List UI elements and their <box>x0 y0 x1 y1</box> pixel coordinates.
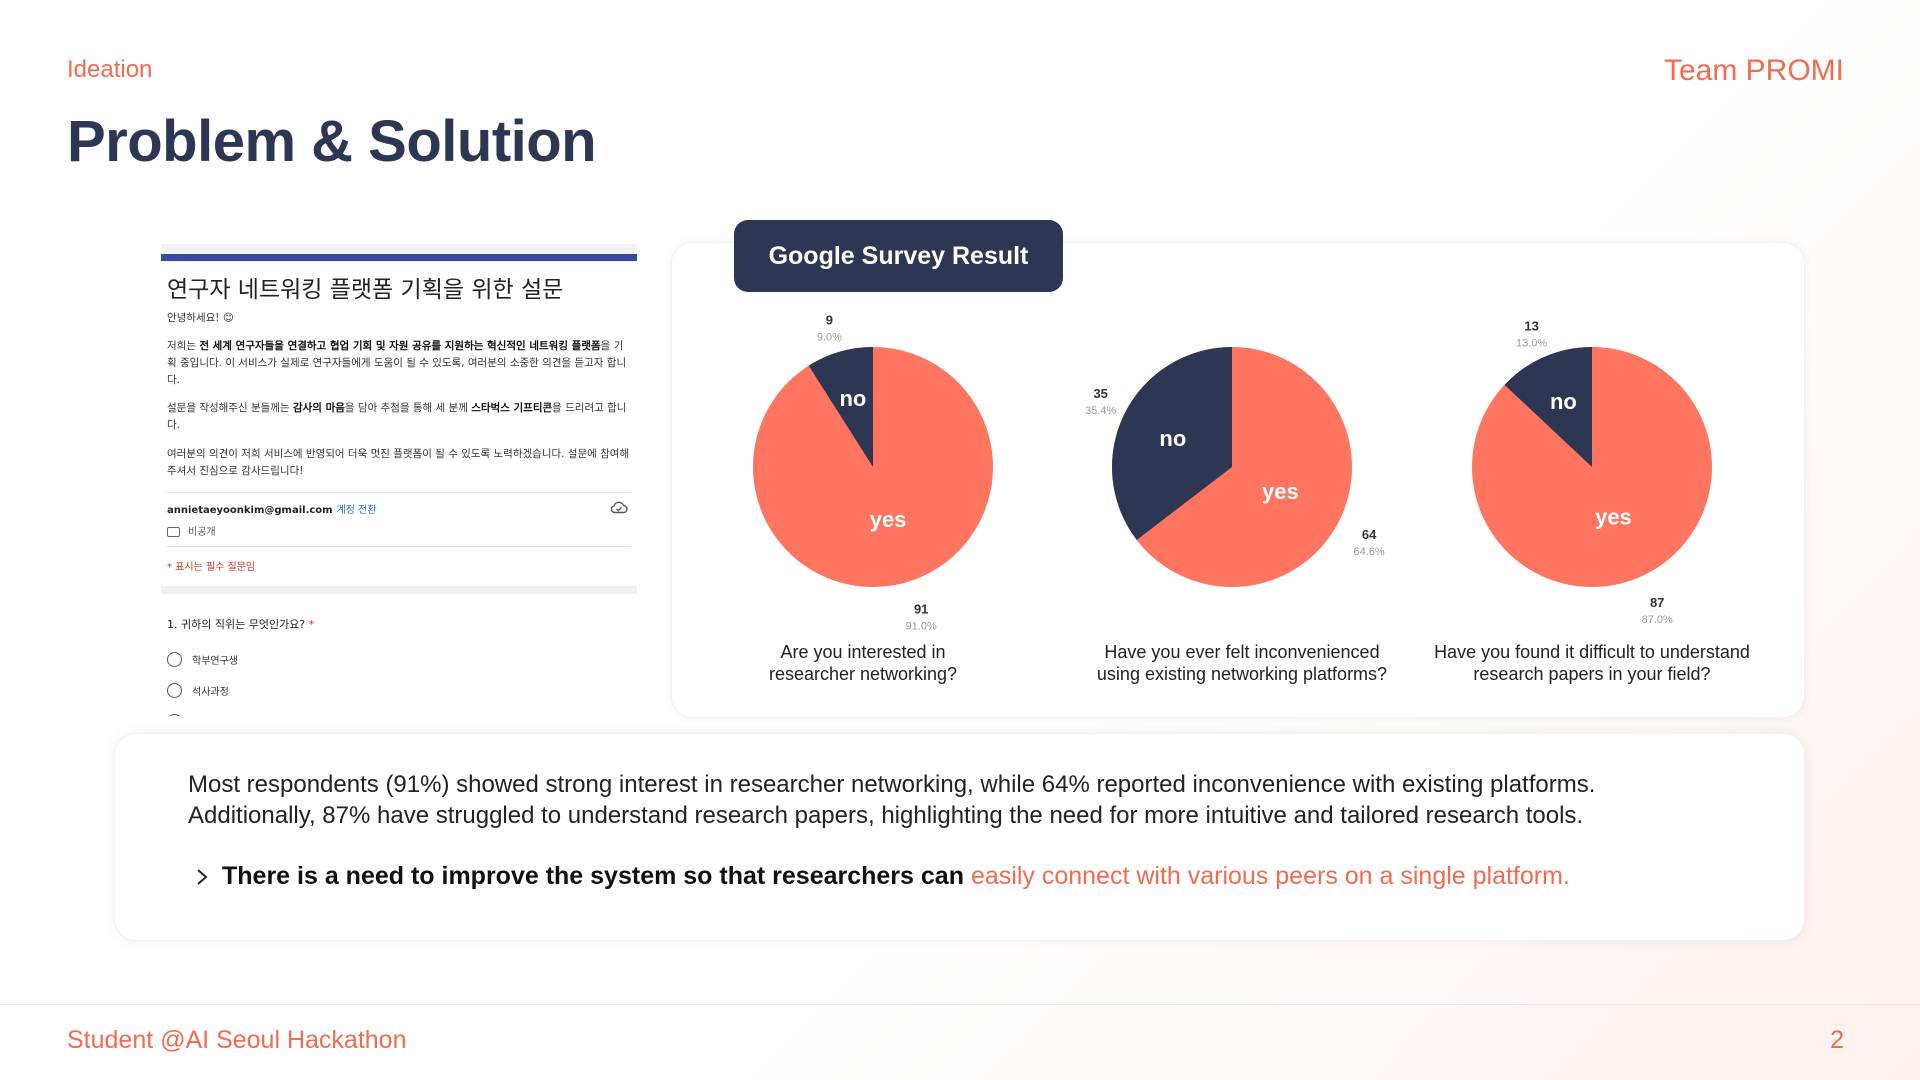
label-no-percent: 13.0% <box>1516 338 1547 350</box>
conclusion: There is a need to improve the system so… <box>192 862 1570 891</box>
chevron-right-icon <box>197 868 208 885</box>
summary-line-1: Most respondents (91%) showed strong int… <box>188 771 1596 798</box>
slice-label-no: no <box>839 386 866 411</box>
radio-icon[interactable] <box>167 714 182 716</box>
form-accent-bar <box>161 254 637 261</box>
form-paragraph-2: 설문을 작성해주신 분들께는 감사의 마음을 담아 추첨을 통해 세 분께 스타… <box>167 402 627 431</box>
pie-slice-no <box>808 347 873 467</box>
label-no-percent: 9.0% <box>817 332 842 344</box>
switch-account-link[interactable]: 계정 전환 <box>336 505 377 516</box>
chart-question-1: Are you interested in researcher networki… <box>768 642 958 684</box>
summary-line-2: Additionally, 87% have struggled to unde… <box>188 802 1584 829</box>
page-number: 2 <box>1830 1026 1844 1054</box>
form-divider <box>167 546 631 547</box>
footer-event: Student @AI Seoul Hackathon <box>67 1026 407 1054</box>
cloud-save-icon <box>610 501 628 514</box>
footer-divider <box>0 1004 1920 1005</box>
pie-slice-no <box>1112 347 1232 540</box>
private-icon <box>167 527 180 537</box>
label-yes-percent: 91.0% <box>906 620 937 632</box>
label-yes-percent: 64.6% <box>1354 546 1385 558</box>
label-no-percent: 35.4% <box>1085 405 1116 417</box>
private-indicator: 비공개 <box>167 523 216 538</box>
slice-label-no: no <box>1550 389 1577 414</box>
radio-option[interactable]: 석사과정 <box>167 683 229 698</box>
form-paragraph-1: 저희는 전 세계 연구자들을 연결하고 협업 기회 및 자원 공유를 지원하는 … <box>167 340 627 386</box>
conclusion-highlight: easily connect with various peers on a s… <box>970 862 1570 890</box>
radio-icon[interactable] <box>167 652 182 667</box>
radio-option[interactable]: 학부연구생 <box>167 652 238 667</box>
page-title: Problem & Solution <box>67 109 597 174</box>
form-section-separator <box>161 586 637 594</box>
form-divider <box>167 492 631 493</box>
form-paragraph-3: 여러분의 의견이 저희 서비스에 반영되어 더욱 멋진 플랫폼이 될 수 있도록… <box>167 448 630 477</box>
label-no-count: 35 <box>1093 386 1107 401</box>
label-no-count: 13 <box>1524 319 1538 334</box>
label-yes-percent: 87.0% <box>1642 614 1673 626</box>
label-yes-count: 64 <box>1362 527 1377 542</box>
radio-icon[interactable] <box>167 683 182 698</box>
radio-option-partial[interactable] <box>167 714 192 716</box>
required-note: * 표시는 필수 질문임 <box>167 562 256 573</box>
summary-card <box>114 733 1805 941</box>
slice-label-yes: yes <box>870 507 907 532</box>
slice-label-no: no <box>1159 426 1186 451</box>
section-label: Ideation <box>67 56 153 83</box>
label-yes-count: 91 <box>914 601 928 616</box>
survey-form-screenshot: 연구자 네트워킹 플랫폼 기획을 위한 설문 안녕하세요! 😊 저희는 전 세계… <box>161 244 637 716</box>
form-greeting: 안녕하세요! 😊 <box>167 312 234 324</box>
label-yes-count: 87 <box>1650 595 1664 610</box>
chart-question-3: Have you found it difficult to understan… <box>1434 642 1750 684</box>
question-1: 1. 귀하의 직위는 무엇인가요? * <box>167 618 315 631</box>
pie-charts: yes no 9 9.0% 91 91.0% yes no 35 35.4% 64 64.6% yes n… <box>753 313 1712 632</box>
slice-label-yes: yes <box>1262 479 1299 504</box>
survey-result-title: Google Survey Result <box>734 220 1063 292</box>
team-name: Team PROMI <box>1663 54 1844 87</box>
pie-slice-no <box>1504 347 1592 467</box>
slice-label-yes: yes <box>1595 505 1632 530</box>
account-email: annietaeyoonkim@gmail.com 계정 전환 <box>167 505 377 516</box>
form-title: 연구자 네트워킹 플랫폼 기획을 위한 설문 <box>167 277 564 303</box>
chart-question-2: Have you ever felt inconvenienced using e… <box>1096 642 1388 684</box>
label-no-count: 9 <box>826 313 833 328</box>
